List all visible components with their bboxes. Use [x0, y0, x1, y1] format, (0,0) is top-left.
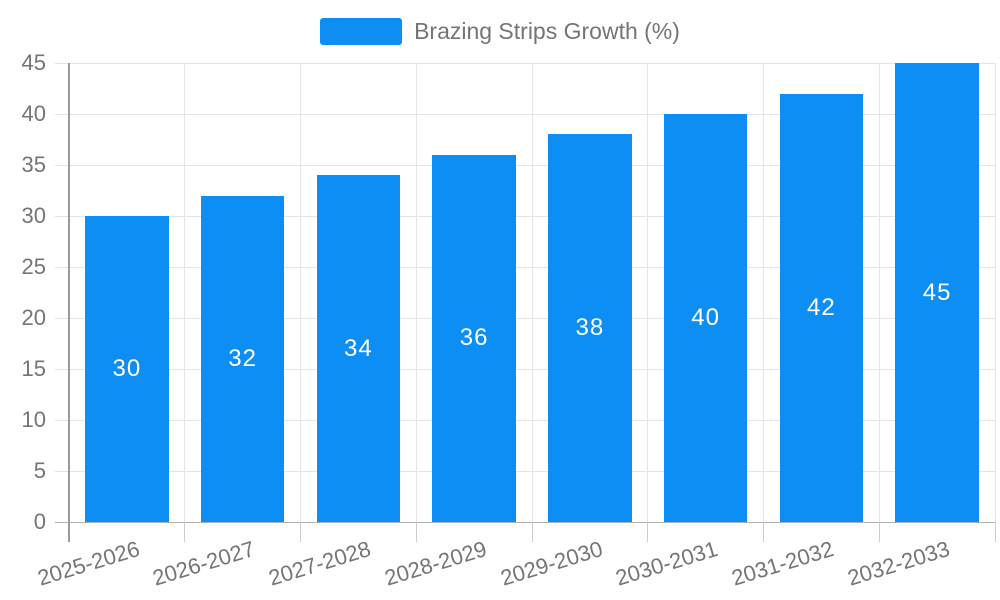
- x-axis-label: 2027-2028: [265, 536, 374, 591]
- legend-swatch[interactable]: [320, 18, 403, 45]
- gridline-h: [55, 113, 995, 115]
- bar-value-label: 45: [922, 278, 952, 306]
- x-axis-label: 2028-2029: [381, 536, 490, 591]
- bar-value-label: 38: [575, 314, 605, 342]
- bar-value-label: 32: [228, 344, 257, 372]
- bar[interactable]: 30: [85, 216, 169, 522]
- bar[interactable]: 40: [663, 114, 748, 522]
- x-axis-label: 2026-2027: [150, 536, 258, 591]
- baseline: [55, 521, 995, 523]
- gridline-v: [878, 63, 880, 522]
- gridline-v: [184, 63, 186, 522]
- bar-value-label: 42: [807, 293, 836, 321]
- x-axis-tick: [763, 522, 764, 542]
- gridline-v: [647, 63, 649, 522]
- gridline-v: [994, 63, 996, 522]
- x-axis-tick: [994, 522, 996, 542]
- bar[interactable]: 42: [779, 93, 864, 522]
- y-axis-label: 20: [21, 305, 46, 330]
- y-axis-label: 30: [21, 203, 46, 228]
- y-axis-label: 35: [21, 152, 46, 177]
- bar[interactable]: 34: [316, 175, 401, 522]
- y-axis-label: 45: [21, 50, 46, 75]
- gridline-v: [763, 63, 764, 522]
- bar-value-label: 40: [691, 304, 720, 331]
- bar[interactable]: 45: [895, 63, 979, 522]
- x-axis-tick: [300, 522, 301, 542]
- y-axis-label: 40: [21, 101, 46, 126]
- x-axis-label: 2029-2030: [497, 536, 606, 591]
- bar[interactable]: 36: [432, 154, 516, 522]
- x-axis-label: 2030-2031: [613, 536, 721, 591]
- x-axis-tick: [878, 522, 880, 542]
- gridline-h: [55, 419, 995, 421]
- bar-value-label: 30: [112, 355, 142, 382]
- gridline-h: [55, 164, 995, 166]
- x-axis-tick: [531, 522, 533, 542]
- bar[interactable]: 32: [200, 195, 285, 522]
- gridline-h: [55, 368, 995, 370]
- bar-value-label: 36: [459, 324, 489, 352]
- gridline-h: [55, 62, 995, 64]
- x-axis-label: 2032-2033: [844, 536, 953, 591]
- x-axis-tick: [415, 522, 417, 542]
- y-axis-line: [68, 63, 70, 542]
- gridline-v: [531, 63, 533, 522]
- bar[interactable]: 38: [548, 134, 632, 522]
- gridline-h: [55, 470, 995, 472]
- gridline-h: [55, 266, 995, 268]
- gridline-v: [415, 63, 417, 522]
- gridline-h: [55, 317, 995, 319]
- bar-value-label: 34: [344, 334, 373, 362]
- gridline-v: [300, 63, 301, 522]
- legend[interactable]: Brazing Strips Growth (%): [0, 18, 1000, 45]
- x-axis-tick: [647, 522, 649, 542]
- x-axis-label: 2031-2032: [728, 536, 837, 591]
- legend-label: Brazing Strips Growth (%): [414, 18, 680, 44]
- y-axis-label: 25: [21, 254, 46, 279]
- x-axis-label: 2025-2026: [34, 536, 143, 591]
- y-axis-label: 5: [33, 458, 46, 483]
- y-axis-label: 0: [33, 509, 46, 534]
- gridline-h: [55, 215, 995, 217]
- y-axis-label: 15: [21, 356, 46, 381]
- y-axis-label: 10: [21, 407, 46, 432]
- x-axis-tick: [184, 522, 186, 542]
